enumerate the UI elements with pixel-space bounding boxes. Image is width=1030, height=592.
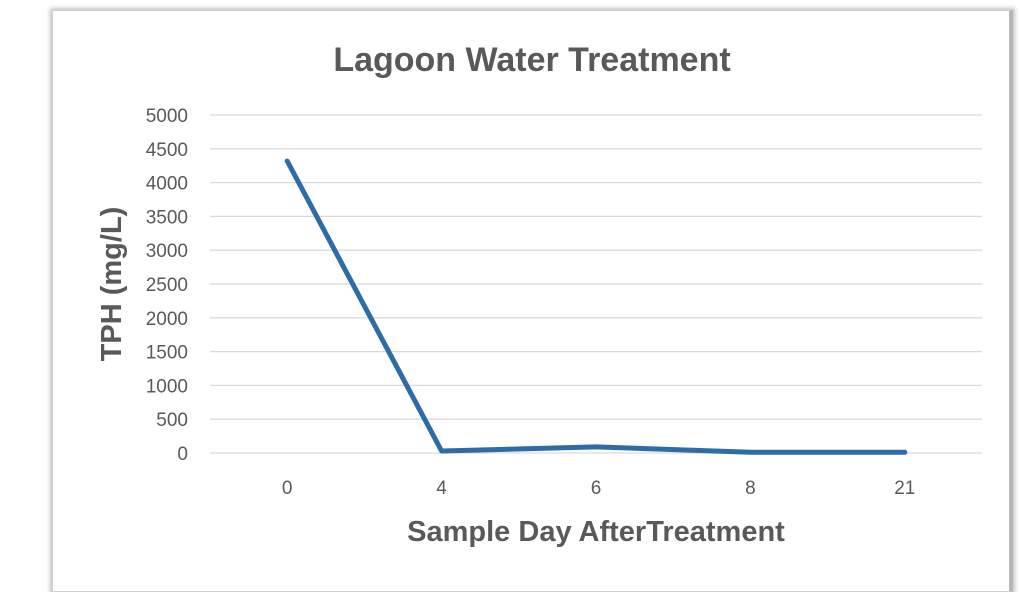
y-tick-label: 4500 [146,140,188,161]
y-tick-label: 0 [177,444,188,465]
y-tick-labels: 0 500 1000 1500 2000 2500 3000 3500 4000 4500 5000 [146,106,188,465]
gridlines [210,115,982,453]
y-axis-title: TPH (mg/L) [96,207,128,362]
series-line-0 [287,161,905,452]
chart-svg: Lagoon Water Treatment 0 500 1000 1500 2000 2… [0,0,1030,579]
y-tick-label: 5000 [146,106,188,127]
y-tick-label: 500 [156,410,188,431]
x-tick-label: 6 [591,478,602,499]
y-tick-label: 3500 [146,207,188,228]
x-tick-label: 8 [745,478,756,499]
y-tick-label: 1500 [146,343,188,364]
y-tick-label: 2500 [146,275,188,296]
x-tick-label: 0 [282,478,293,499]
x-axis-title: Sample Day AfterTreatment [407,516,785,548]
series-layer [287,161,905,453]
y-tick-label: 4000 [146,174,188,195]
y-tick-label: 1000 [146,376,188,397]
y-tick-label: 2000 [146,309,188,330]
y-tick-label: 3000 [146,241,188,262]
x-tick-labels: 0 4 6 8 21 [282,478,915,499]
x-tick-label: 4 [436,478,447,499]
chart-title: Lagoon Water Treatment [333,41,730,79]
x-tick-label: 21 [894,478,915,499]
